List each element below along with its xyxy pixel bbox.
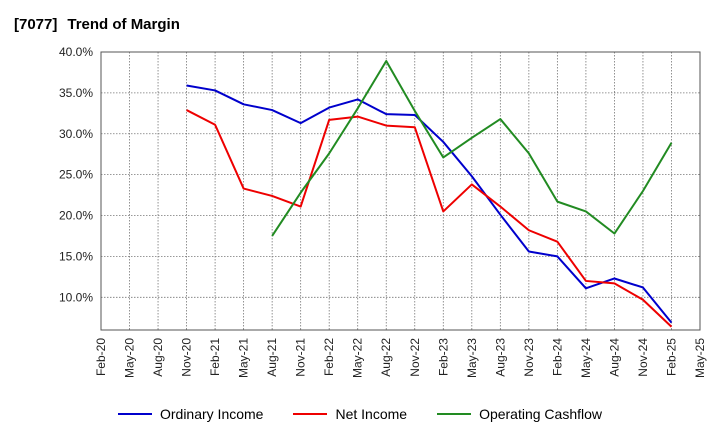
- legend-swatch-ordinary-income: [117, 413, 152, 415]
- x-tick-label: Aug-20: [151, 338, 165, 377]
- x-tick-label: Nov-20: [180, 338, 194, 377]
- x-tick-label: Feb-25: [664, 338, 678, 376]
- x-tick-label: May-24: [579, 338, 593, 378]
- x-tick-label: May-20: [123, 338, 137, 378]
- legend-label-net-income: Net Income: [335, 406, 408, 422]
- x-tick-label: Feb-23: [436, 338, 450, 376]
- x-tick-label: Aug-22: [379, 338, 393, 377]
- x-tick-label: Feb-21: [208, 338, 222, 376]
- x-tick-label: May-21: [237, 338, 251, 378]
- y-tick-label: 40.0%: [59, 45, 93, 59]
- x-tick-label: Nov-23: [522, 338, 536, 377]
- x-tick-label: May-25: [693, 338, 707, 378]
- legend-swatch-operating-cashflow: [437, 413, 472, 415]
- x-tick-label: Feb-22: [322, 338, 336, 376]
- x-tick-label: Feb-20: [94, 338, 108, 376]
- x-tick-label: Nov-21: [294, 338, 308, 377]
- legend-item-net-income: Net Income: [293, 406, 407, 422]
- x-tick-label: Feb-24: [550, 338, 564, 376]
- x-tick-label: May-23: [465, 338, 479, 378]
- x-tick-label: Aug-23: [493, 338, 507, 377]
- y-tick-label: 35.0%: [59, 86, 93, 100]
- x-tick-label: May-22: [351, 338, 365, 378]
- legend-label-ordinary-income: Ordinary Income: [159, 406, 264, 422]
- x-tick-label: Nov-22: [408, 338, 422, 377]
- series-line-net-income: [186, 109, 673, 328]
- plot-area-frame: [100, 51, 701, 331]
- x-tick-label: Aug-21: [265, 338, 279, 377]
- y-tick-label: 15.0%: [59, 249, 93, 263]
- chart-title: [7077] Trend of Margin: [14, 16, 180, 33]
- legend-label-operating-cashflow: Operating Cashflow: [479, 406, 603, 422]
- chart-title-text: Trend of Margin: [67, 16, 180, 33]
- chart-title-code: [7077]: [14, 16, 58, 33]
- y-tick-label: 30.0%: [59, 127, 93, 141]
- x-tick-label: Aug-24: [607, 338, 621, 377]
- legend-item-operating-cashflow: Operating Cashflow: [437, 406, 602, 422]
- legend-item-ordinary-income: Ordinary Income: [117, 406, 264, 422]
- x-tick-label: Nov-24: [636, 338, 650, 377]
- y-tick-label: 25.0%: [59, 168, 93, 182]
- series-line-ordinary-income: [186, 84, 673, 324]
- legend-swatch-net-income: [293, 413, 328, 415]
- chart-legend: Ordinary Income Net Income Operating Cas…: [0, 406, 720, 422]
- y-tick-label: 20.0%: [59, 209, 93, 223]
- y-tick-label: 10.0%: [59, 290, 93, 304]
